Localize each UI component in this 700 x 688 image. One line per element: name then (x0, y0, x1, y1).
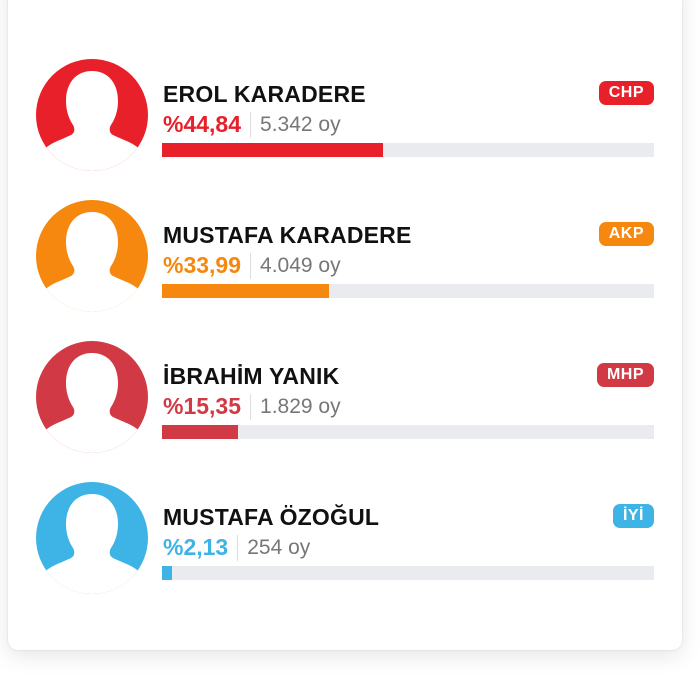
avatar (36, 200, 148, 312)
vote-progress-fill (162, 143, 383, 157)
divider (250, 252, 252, 279)
party-badge: AKP (598, 222, 654, 246)
avatar (36, 59, 148, 171)
vote-progress-fill (162, 284, 330, 298)
candidate-name: İBRAHİM YANIK (163, 363, 340, 389)
person-silhouette-icon (36, 341, 148, 453)
person-silhouette-icon (36, 200, 148, 312)
vote-percent: %44,84 (163, 111, 242, 137)
vote-progress-fill (162, 425, 238, 439)
vote-percent: %15,35 (163, 393, 242, 419)
vote-progress-bar (162, 143, 654, 157)
vote-progress-bar (162, 284, 654, 298)
candidate-row: MUSTAFA ÖZOĞUL İYİ %2,13 254 oy (0, 482, 700, 623)
divider (250, 393, 252, 420)
divider (250, 111, 252, 138)
vote-progress-fill (162, 566, 173, 580)
avatar (36, 341, 148, 453)
candidate-row: İBRAHİM YANIK MHP %15,35 1.829 oy (0, 341, 700, 482)
vote-count: 254 oy (247, 535, 311, 559)
candidate-row: MUSTAFA KARADERE AKP %33,99 4.049 oy (0, 200, 700, 341)
party-badge: İYİ (612, 504, 654, 528)
vote-count: 1.829 oy (260, 394, 341, 418)
candidate-name: MUSTAFA ÖZOĞUL (163, 504, 380, 530)
vote-count: 4.049 oy (260, 253, 341, 277)
avatar (36, 482, 148, 594)
vote-percent: %33,99 (163, 252, 242, 278)
vote-progress-bar (162, 425, 654, 439)
party-badge: MHP (596, 363, 654, 387)
party-badge: CHP (598, 81, 654, 105)
vote-progress-bar (162, 566, 654, 580)
candidate-name: EROL KARADERE (163, 81, 366, 107)
candidate-name: MUSTAFA KARADERE (163, 222, 412, 248)
vote-count: 5.342 oy (260, 112, 341, 136)
person-silhouette-icon (36, 482, 148, 594)
divider (237, 534, 239, 561)
candidate-row: EROL KARADERE CHP %44,84 5.342 oy (0, 59, 700, 200)
vote-percent: %2,13 (163, 534, 229, 560)
person-silhouette-icon (36, 59, 148, 171)
